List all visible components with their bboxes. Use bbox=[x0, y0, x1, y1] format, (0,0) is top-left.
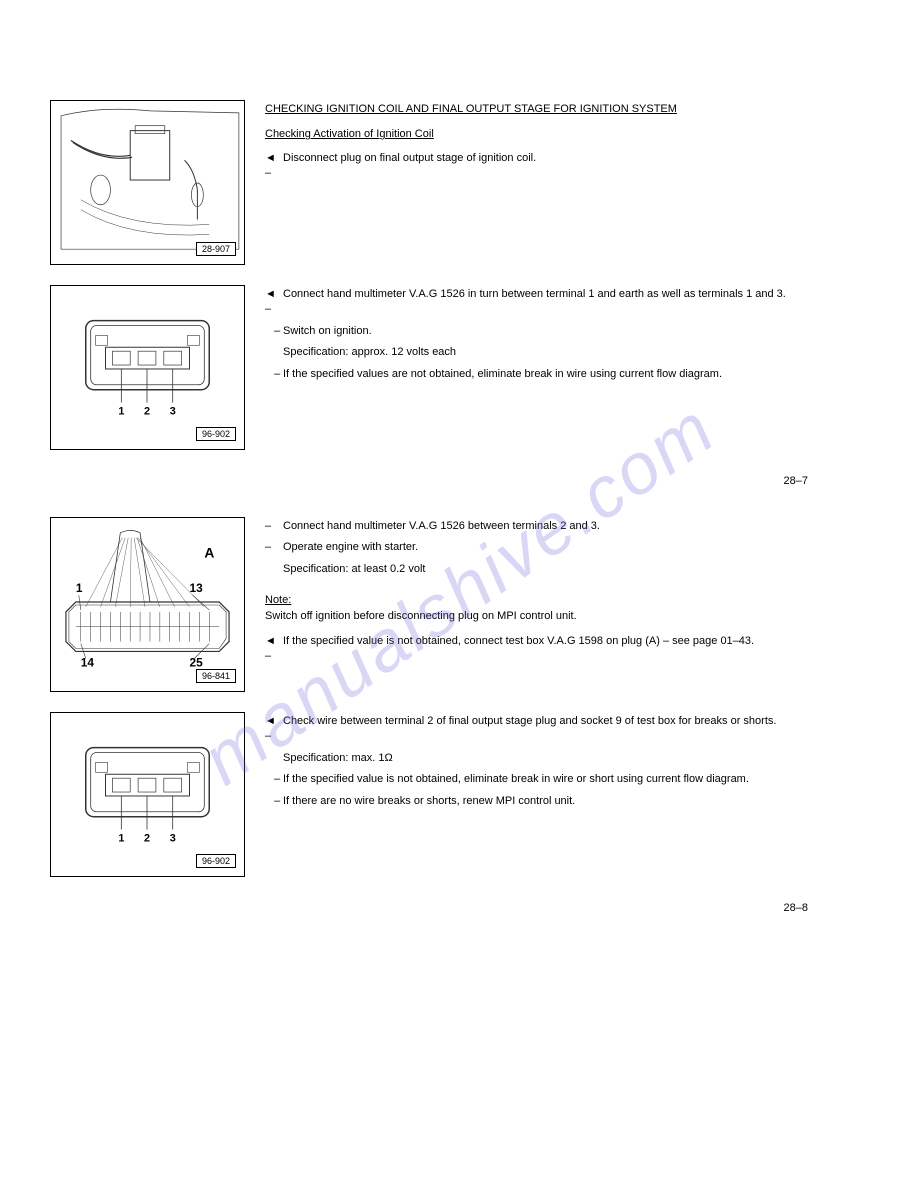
arrow-icon: ◄ – bbox=[265, 714, 283, 745]
row-3: 1 13 14 25 A 96-841 – Connect hand multi… bbox=[50, 517, 868, 692]
svg-text:A: A bbox=[204, 545, 214, 561]
arrow-icon: ◄ – bbox=[265, 634, 283, 665]
figure-4-box: 1 2 3 96-902 bbox=[50, 712, 245, 877]
svg-text:25: 25 bbox=[190, 655, 204, 669]
arrow-icon: ◄ – bbox=[265, 287, 283, 318]
step-text: If the specified values are not obtained… bbox=[283, 367, 868, 382]
note-block: Note: Switch off ignition before disconn… bbox=[265, 593, 868, 624]
spec-12v: Specification: approx. 12 volts each bbox=[283, 345, 868, 360]
figure-4-diagram: 1 2 3 bbox=[51, 713, 244, 876]
step-testbox: ◄ – If the specified value is not obtain… bbox=[265, 634, 868, 665]
row-2-text: ◄ – Connect hand multimeter V.A.G 1526 i… bbox=[265, 285, 868, 388]
svg-text:1: 1 bbox=[118, 405, 124, 417]
step-text: Operate engine with starter. bbox=[283, 540, 868, 555]
figure-1-box: 28-907 bbox=[50, 100, 245, 265]
step-eliminate-break: – If the specified values are not obtain… bbox=[265, 367, 868, 382]
svg-text:2: 2 bbox=[144, 832, 150, 844]
row-1: 28-907 CHECKING IGNITION COIL AND FINAL … bbox=[50, 100, 868, 265]
figure-3-diagram: 1 13 14 25 A bbox=[51, 518, 244, 691]
step-switch-ignition: – Switch on ignition. bbox=[265, 324, 868, 339]
sub-title: Checking Activation of Ignition Coil bbox=[265, 127, 868, 142]
figure-2-box: 1 2 3 96-902 bbox=[50, 285, 245, 450]
svg-text:3: 3 bbox=[170, 832, 176, 844]
step-text: If the specified value is not obtained, … bbox=[283, 634, 868, 665]
figure-1-label: 28-907 bbox=[196, 242, 236, 256]
dash-icon: – bbox=[265, 772, 283, 787]
step-text: If there are no wire breaks or shorts, r… bbox=[283, 794, 868, 809]
step-connect-23: – Connect hand multimeter V.A.G 1526 bet… bbox=[265, 519, 868, 534]
svg-text:1: 1 bbox=[76, 581, 83, 595]
dash-icon: – bbox=[265, 367, 283, 382]
figure-2-label: 96-902 bbox=[196, 427, 236, 441]
note-label: Note: bbox=[265, 594, 291, 606]
row-4: 1 2 3 96-902 ◄ – Check wire between term… bbox=[50, 712, 868, 877]
spec-1ohm: Specification: max. 1Ω bbox=[283, 751, 868, 766]
row-1-text: CHECKING IGNITION COIL AND FINAL OUTPUT … bbox=[265, 100, 868, 188]
step-disconnect: ◄ – Disconnect plug on final output stag… bbox=[265, 151, 868, 182]
svg-text:2: 2 bbox=[144, 405, 150, 417]
step-connect-1526: ◄ – Connect hand multimeter V.A.G 1526 i… bbox=[265, 287, 868, 318]
figure-2-diagram: 1 2 3 bbox=[51, 286, 244, 449]
step-check-wire: ◄ – Check wire between terminal 2 of fin… bbox=[265, 714, 868, 745]
svg-text:14: 14 bbox=[81, 655, 95, 669]
figure-1-diagram bbox=[51, 101, 244, 264]
dash-icon: – bbox=[265, 794, 283, 809]
figure-4-label: 96-902 bbox=[196, 854, 236, 868]
figure-3-label: 96-841 bbox=[196, 669, 236, 683]
svg-text:13: 13 bbox=[190, 581, 204, 595]
dash-icon: – bbox=[265, 519, 283, 534]
step-text: Switch on ignition. bbox=[283, 324, 868, 339]
note-text: Switch off ignition before disconnecting… bbox=[265, 610, 577, 622]
arrow-icon: ◄ – bbox=[265, 151, 283, 182]
svg-text:3: 3 bbox=[170, 405, 176, 417]
row-2: 1 2 3 96-902 ◄ – Connect hand multimeter… bbox=[50, 285, 868, 450]
step-renew-mpi: – If there are no wire breaks or shorts,… bbox=[265, 794, 868, 809]
step-text: Connect hand multimeter V.A.G 1526 betwe… bbox=[283, 519, 868, 534]
row-3-text: – Connect hand multimeter V.A.G 1526 bet… bbox=[265, 517, 868, 671]
svg-text:1: 1 bbox=[118, 832, 124, 844]
dash-icon: – bbox=[265, 540, 283, 555]
step-eliminate-2: – If the specified value is not obtained… bbox=[265, 772, 868, 787]
page-number-2: 28–8 bbox=[50, 902, 808, 914]
step-operate-engine: – Operate engine with starter. bbox=[265, 540, 868, 555]
spec-02v: Specification: at least 0.2 volt bbox=[283, 562, 868, 577]
step-text: Disconnect plug on final output stage of… bbox=[283, 151, 868, 182]
page-number-1: 28–7 bbox=[50, 475, 808, 487]
dash-icon: – bbox=[265, 324, 283, 339]
row-4-text: ◄ – Check wire between terminal 2 of fin… bbox=[265, 712, 868, 815]
main-title: CHECKING IGNITION COIL AND FINAL OUTPUT … bbox=[265, 102, 868, 117]
step-text: If the specified value is not obtained, … bbox=[283, 772, 868, 787]
figure-3-box: 1 13 14 25 A 96-841 bbox=[50, 517, 245, 692]
step-text: Connect hand multimeter V.A.G 1526 in tu… bbox=[283, 287, 868, 318]
step-text: Check wire between terminal 2 of final o… bbox=[283, 714, 868, 745]
